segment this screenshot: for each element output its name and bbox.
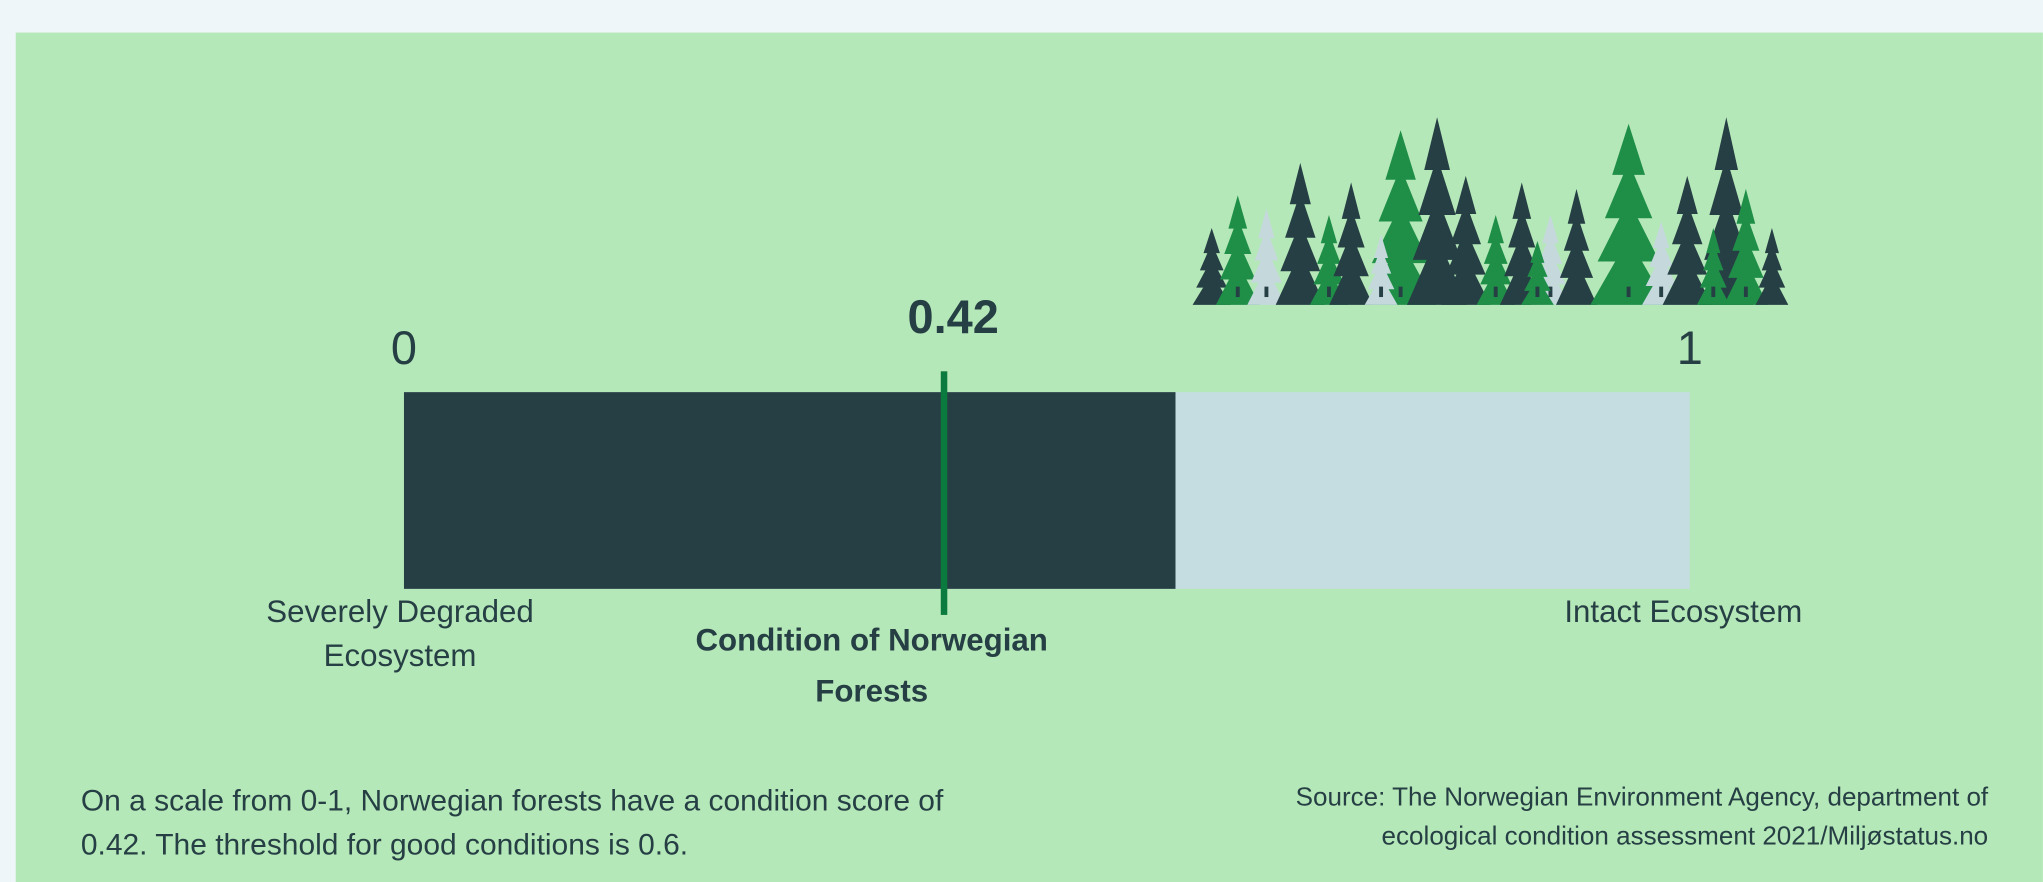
tree-trunk	[1711, 287, 1715, 297]
source: ecological condition assessment 2021/Mil…	[1382, 821, 1989, 851]
tree-trunk	[1724, 287, 1728, 297]
tree-trunk	[1744, 287, 1748, 297]
threshold-bar	[404, 392, 1176, 589]
note: On a scale from 0-1, Norwegian forests h…	[81, 784, 944, 817]
tree-trunk	[1520, 287, 1524, 297]
page: {"chart_data": {"type": "gauge", "value"…	[0, 0, 2043, 882]
tree-trunk	[1535, 287, 1539, 297]
chart-title: Condition of Norwegian	[695, 623, 1047, 658]
value-label: 0.42	[908, 291, 999, 343]
tree-trunk	[1659, 287, 1663, 297]
tree-trunk	[1399, 287, 1403, 297]
max-label: Intact Ecosystem	[1564, 594, 1802, 629]
source: Source: The Norwegian Environment Agency…	[1296, 781, 1989, 811]
tree-trunk	[1298, 287, 1302, 297]
note: 0.42. The threshold for good conditions …	[81, 829, 688, 862]
chart: Severely Degraded Ecosystem Intact Ecosy…	[0, 0, 2043, 882]
tree-trunk	[1685, 287, 1689, 297]
tree-trunk	[1210, 287, 1214, 297]
tree-trunk	[1327, 287, 1331, 297]
tree-trunk	[1236, 287, 1240, 297]
chart-title: Forests	[815, 673, 928, 708]
tree-trunk	[1494, 287, 1498, 297]
tree-trunk	[1575, 287, 1579, 297]
tick-label: 0	[391, 322, 417, 374]
tree-trunk	[1264, 287, 1268, 297]
min-label: Severely Degraded	[266, 594, 534, 629]
tree-trunk	[1349, 287, 1353, 297]
tree-trunk	[1464, 287, 1468, 297]
tree-trunk	[1379, 287, 1383, 297]
tree-trunk	[1435, 287, 1439, 297]
tree-trunk	[1627, 287, 1631, 297]
value-marker	[941, 371, 948, 615]
tree-trunk	[1770, 287, 1774, 297]
tick-label: 1	[1677, 322, 1703, 374]
min-label: Ecosystem	[324, 638, 477, 673]
